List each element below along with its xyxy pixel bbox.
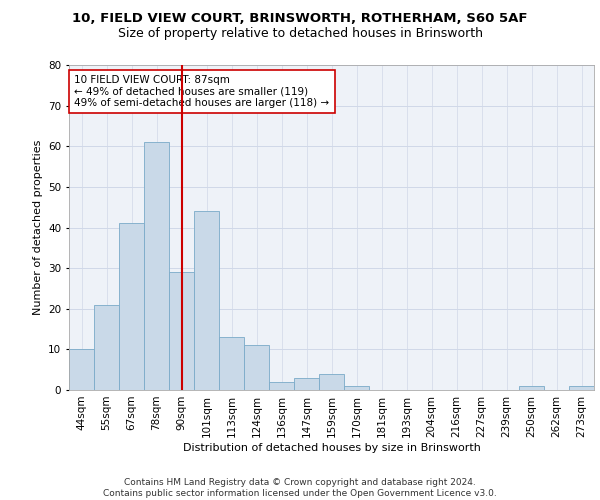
Bar bbox=[519, 386, 544, 390]
Bar bbox=[119, 224, 144, 390]
Bar bbox=[69, 350, 94, 390]
Text: Size of property relative to detached houses in Brinsworth: Size of property relative to detached ho… bbox=[118, 28, 482, 40]
Bar bbox=[569, 386, 594, 390]
Bar bbox=[319, 374, 344, 390]
Bar bbox=[219, 337, 244, 390]
Text: 10 FIELD VIEW COURT: 87sqm
← 49% of detached houses are smaller (119)
49% of sem: 10 FIELD VIEW COURT: 87sqm ← 49% of deta… bbox=[74, 74, 329, 108]
Bar bbox=[144, 142, 169, 390]
X-axis label: Distribution of detached houses by size in Brinsworth: Distribution of detached houses by size … bbox=[182, 442, 481, 452]
Bar bbox=[344, 386, 369, 390]
Text: 10, FIELD VIEW COURT, BRINSWORTH, ROTHERHAM, S60 5AF: 10, FIELD VIEW COURT, BRINSWORTH, ROTHER… bbox=[72, 12, 528, 26]
Bar bbox=[194, 211, 219, 390]
Bar bbox=[169, 272, 194, 390]
Bar bbox=[294, 378, 319, 390]
Text: Contains HM Land Registry data © Crown copyright and database right 2024.
Contai: Contains HM Land Registry data © Crown c… bbox=[103, 478, 497, 498]
Bar bbox=[244, 346, 269, 390]
Bar bbox=[94, 304, 119, 390]
Bar bbox=[269, 382, 294, 390]
Y-axis label: Number of detached properties: Number of detached properties bbox=[32, 140, 43, 315]
